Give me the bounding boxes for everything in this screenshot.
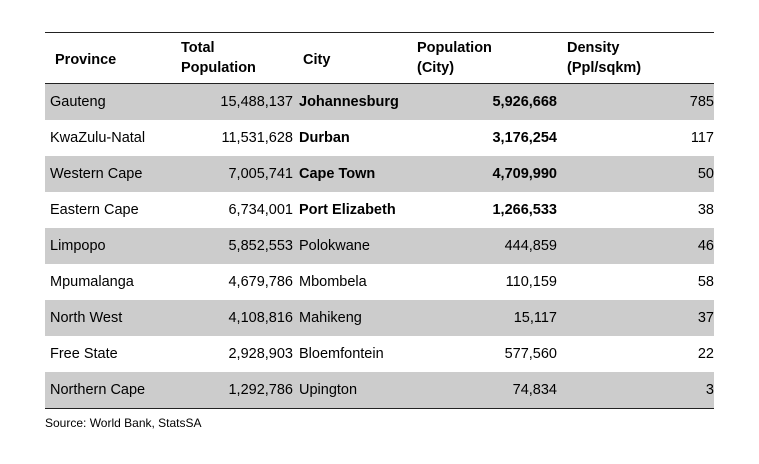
cell-population-city: 5,926,668: [492, 94, 557, 110]
cell-population-city: 110,159: [505, 274, 557, 290]
header-popcity-line2: (City): [417, 60, 455, 76]
cell-city: Port Elizabeth: [299, 202, 396, 218]
cell-total-population: 11,531,628: [221, 130, 294, 146]
table-row: Eastern Cape 6,734,001 Port Elizabeth 1,266…: [45, 192, 714, 228]
cell-total-population: 4,108,816: [228, 310, 293, 326]
header-total-population: Total Population: [181, 38, 256, 78]
cell-population-city: 74,834: [512, 382, 557, 398]
cell-density: 117: [690, 130, 714, 146]
cell-province: Northern Cape: [50, 382, 146, 398]
table-row: Western Cape 7,005,741 Cape Town 4,709,990 5…: [45, 156, 714, 192]
cell-province: Gauteng: [50, 94, 106, 110]
table-header-row: Province Total Population City Populatio…: [45, 33, 714, 84]
cell-density: 46: [697, 238, 714, 254]
table-body: Gauteng 15,488,137 Johannesburg 5,926,668 78…: [45, 84, 714, 408]
cell-density: 785: [689, 94, 714, 110]
table-top-rule: [45, 32, 714, 33]
table-row: Limpopo 5,852,553 Polokwane 444,859 46: [45, 228, 714, 264]
cell-province: Free State: [50, 346, 118, 362]
cell-city: Cape Town: [299, 166, 376, 182]
cell-population-city: 1,266,533: [492, 202, 557, 218]
header-total-line1: Total: [181, 40, 215, 56]
table-bottom-rule: [45, 408, 714, 409]
cell-city: Upington: [299, 382, 358, 398]
cell-province: Mpumalanga: [50, 274, 134, 290]
cell-city: Johannesburg: [299, 94, 399, 110]
cell-city: Polokwane: [299, 238, 370, 254]
cell-population-city: 3,176,254: [492, 130, 557, 146]
header-province: Province: [55, 52, 117, 68]
table-row: Mpumalanga 4,679,786 Mbombela 110,159 58: [45, 264, 714, 300]
cell-density: 22: [697, 346, 714, 362]
cell-total-population: 2,928,903: [228, 346, 293, 362]
cell-population-city: 4,709,990: [492, 166, 557, 182]
cell-population-city: 15,117: [513, 310, 557, 326]
cell-density: 38: [697, 202, 714, 218]
cell-province: North West: [50, 310, 123, 326]
header-total-line2: Population: [181, 60, 256, 76]
cell-city: Mbombela: [299, 274, 367, 290]
cell-density: 3: [705, 382, 714, 398]
cell-province: Limpopo: [50, 238, 106, 254]
cell-city: Durban: [299, 130, 350, 146]
cell-density: 37: [697, 310, 714, 326]
cell-total-population: 6,734,001: [228, 202, 293, 218]
cell-province: Western Cape: [50, 166, 143, 182]
cell-total-population: 15,488,137: [220, 94, 293, 110]
table-row: Free State 2,928,903 Bloemfontein 577,560 22: [45, 336, 714, 372]
cell-province: Eastern Cape: [50, 202, 139, 218]
cell-total-population: 5,852,553: [228, 238, 293, 254]
cell-total-population: 1,292,786: [228, 382, 293, 398]
cell-city: Bloemfontein: [299, 346, 384, 362]
header-city: City: [303, 52, 331, 68]
table-row: Gauteng 15,488,137 Johannesburg 5,926,668 78…: [45, 84, 714, 120]
header-population-city: Population (City): [417, 38, 492, 78]
cell-city: Mahikeng: [299, 310, 362, 326]
cell-province: KwaZulu-Natal: [50, 130, 146, 146]
table-row: North West 4,108,816 Mahikeng 15,117 37: [45, 300, 714, 336]
population-table: Province Total Population City Populatio…: [45, 32, 714, 409]
cell-population-city: 577,560: [504, 346, 557, 362]
table-row: Northern Cape 1,292,786 Upington 74,834 3: [45, 372, 714, 408]
cell-density: 58: [697, 274, 714, 290]
source-note: Source: World Bank, StatsSA: [45, 416, 202, 430]
header-density-line2: (Ppl/sqkm): [567, 60, 642, 76]
cell-density: 50: [697, 166, 714, 182]
header-popcity-line1: Population: [417, 40, 492, 56]
header-density-line1: Density: [567, 40, 620, 56]
header-density: Density (Ppl/sqkm): [567, 38, 641, 78]
cell-population-city: 444,859: [504, 238, 557, 254]
cell-total-population: 7,005,741: [228, 166, 293, 182]
cell-total-population: 4,679,786: [228, 274, 293, 290]
table-row: KwaZulu-Natal 11,531,628 Durban 3,176,254 11…: [45, 120, 714, 156]
